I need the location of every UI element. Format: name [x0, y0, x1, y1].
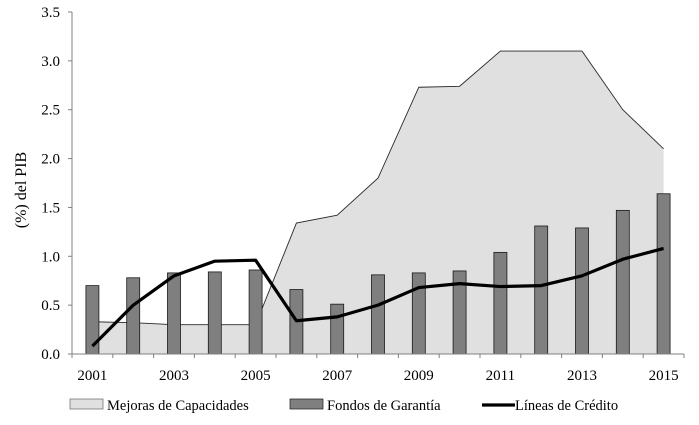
x-tick-label: 2013 — [567, 368, 597, 384]
y-tick-label: 1.5 — [41, 200, 60, 216]
bar — [249, 270, 262, 354]
legend: Mejoras de Capacidades Fondos de Garantía… — [70, 398, 618, 414]
y-tick-label: 0.5 — [41, 298, 60, 314]
legend-area-swatch — [70, 399, 103, 409]
x-tick-label: 2001 — [77, 368, 107, 384]
bar — [331, 304, 344, 354]
y-tick-label: 2.0 — [41, 152, 60, 168]
bar — [535, 226, 548, 354]
legend-bar-swatch — [290, 399, 323, 409]
bar — [412, 273, 425, 354]
bar — [494, 252, 507, 354]
y-tick-label: 3.5 — [41, 5, 60, 21]
bar — [576, 228, 589, 354]
bar — [208, 272, 221, 354]
legend-bar-label: Fondos de Garantía — [327, 398, 441, 414]
y-axis-label: (%) del PIB — [13, 152, 30, 228]
x-tick-label: 2015 — [649, 368, 679, 384]
x-tick-label: 2007 — [322, 368, 353, 384]
bar — [372, 275, 385, 354]
bar — [657, 194, 670, 354]
y-tick-label: 2.5 — [41, 103, 60, 119]
x-tick-label: 2011 — [486, 368, 515, 384]
bar — [616, 210, 629, 354]
x-tick-label: 2005 — [241, 368, 271, 384]
bar — [127, 278, 140, 354]
y-tick-label: 3.0 — [41, 54, 60, 70]
y-tick-label: 1.0 — [41, 249, 60, 265]
bar — [168, 273, 181, 354]
x-tick-label: 2009 — [404, 368, 434, 384]
legend-area-label: Mejoras de Capacidades — [107, 398, 249, 414]
legend-line-label: Líneas de Crédito — [515, 398, 618, 414]
y-tick-label: 0.0 — [41, 347, 60, 363]
x-tick-label: 2003 — [159, 368, 189, 384]
